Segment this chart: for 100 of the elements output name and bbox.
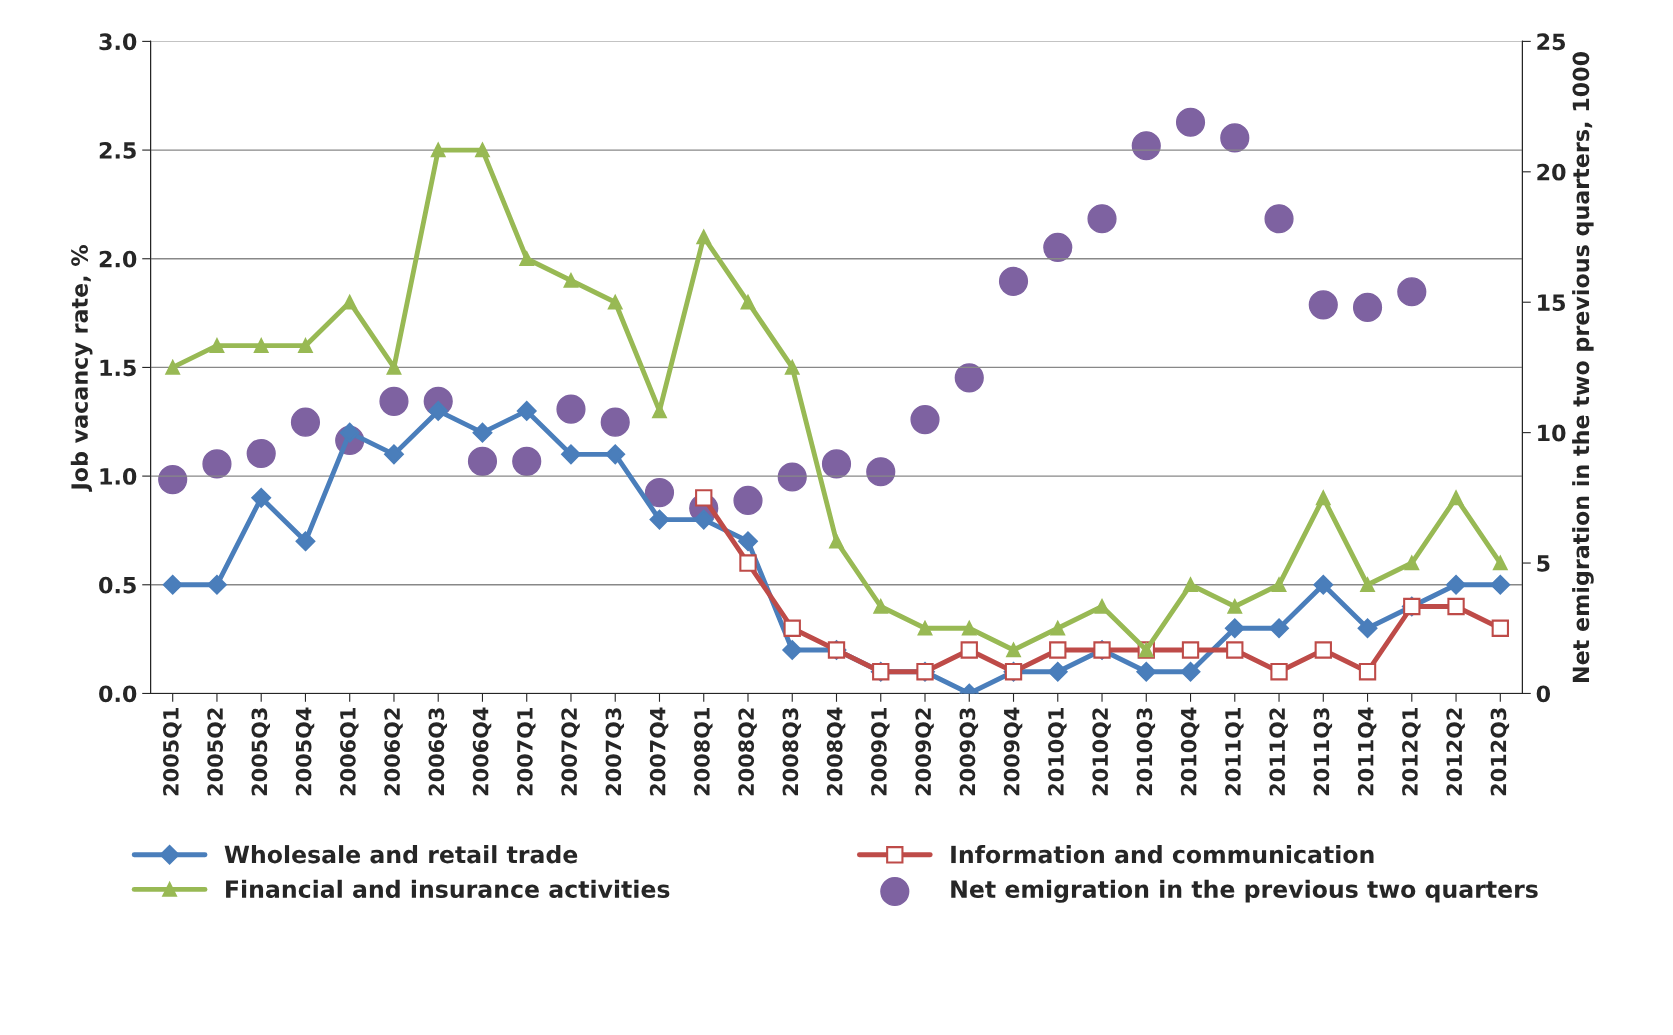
x-tick-label: 2008Q2 bbox=[738, 708, 757, 796]
legend-label: Information and communication bbox=[951, 845, 1374, 864]
point bbox=[1448, 490, 1464, 506]
point bbox=[1047, 661, 1068, 682]
point bbox=[1220, 123, 1250, 153]
point bbox=[1316, 490, 1331, 506]
y2-tick-label: 0 bbox=[1536, 685, 1551, 703]
point bbox=[961, 620, 977, 636]
point bbox=[1270, 663, 1288, 681]
y-axis-title: Job vacancy rate, % bbox=[70, 245, 93, 492]
x-tick-label: 2010Q1 bbox=[1048, 708, 1067, 796]
point bbox=[1050, 620, 1066, 636]
point bbox=[1183, 577, 1198, 593]
point bbox=[295, 531, 316, 552]
point bbox=[298, 338, 313, 353]
x-tick-label: 2007Q2 bbox=[561, 708, 580, 796]
point bbox=[1264, 204, 1294, 234]
y-tick-label: 1.0 bbox=[100, 468, 137, 485]
point bbox=[1358, 663, 1377, 681]
point bbox=[467, 446, 498, 476]
point bbox=[1043, 232, 1073, 263]
y-tick-label: 2.5 bbox=[99, 142, 136, 159]
point bbox=[202, 449, 232, 479]
point bbox=[253, 338, 269, 353]
y-tick-label: 2.0 bbox=[99, 250, 137, 268]
point bbox=[1314, 641, 1332, 659]
point bbox=[209, 338, 225, 353]
x-tick-label: 2007Q1 bbox=[517, 708, 536, 796]
x-tick-label: 2011Q2 bbox=[1269, 708, 1288, 796]
x-tick-label: 2008Q4 bbox=[826, 707, 846, 796]
point bbox=[1357, 618, 1378, 639]
point bbox=[917, 620, 933, 636]
x-tick-label: 2009Q1 bbox=[871, 708, 890, 796]
point bbox=[1226, 641, 1244, 659]
point bbox=[605, 444, 626, 465]
y2-axis-title: Net emigration in the two previous quarters, 1000 bbox=[1572, 51, 1594, 682]
x-tick-label: 2007Q3 bbox=[605, 708, 625, 796]
x-tick-label: 2010Q2 bbox=[1092, 708, 1111, 796]
point bbox=[738, 531, 758, 552]
point bbox=[649, 509, 670, 530]
x-tick-label: 2010Q4 bbox=[1180, 707, 1200, 796]
x-tick-label: 2005Q4 bbox=[295, 707, 315, 796]
y2-tick-label: 5 bbox=[1537, 555, 1550, 572]
x-tick-label: 2008Q3 bbox=[782, 708, 802, 796]
x-tick-label: 2012Q2 bbox=[1446, 708, 1465, 796]
y2-tick-label: 25 bbox=[1537, 33, 1565, 51]
point bbox=[1308, 290, 1338, 320]
point bbox=[1087, 204, 1117, 234]
point bbox=[1094, 599, 1110, 614]
point bbox=[290, 407, 321, 437]
point bbox=[873, 599, 889, 614]
point bbox=[998, 266, 1029, 296]
x-tick-label: 2005Q2 bbox=[207, 708, 226, 796]
point bbox=[1181, 641, 1200, 659]
point bbox=[607, 294, 623, 310]
point bbox=[472, 422, 493, 443]
point bbox=[1224, 618, 1245, 639]
point bbox=[384, 444, 404, 465]
x-tick-label: 2011Q3 bbox=[1313, 708, 1333, 796]
point bbox=[954, 363, 984, 393]
x-tick-label: 2009Q4 bbox=[1003, 707, 1023, 796]
point bbox=[1006, 642, 1021, 658]
point bbox=[960, 641, 978, 659]
point bbox=[516, 401, 537, 421]
x-tick-label: 2011Q4 bbox=[1357, 707, 1377, 796]
x-tick-label: 2009Q2 bbox=[915, 708, 934, 796]
x-tick-label: 2005Q1 bbox=[162, 708, 182, 796]
y2-tick-label: 10 bbox=[1538, 424, 1566, 442]
point bbox=[1404, 555, 1420, 571]
point bbox=[866, 457, 896, 487]
x-tick-label: 2012Q1 bbox=[1402, 708, 1421, 796]
legend-label: Financial and insurance activities bbox=[226, 879, 670, 899]
y-tick-label: 1.5 bbox=[100, 359, 136, 377]
x-tick-label: 2007Q4 bbox=[649, 707, 669, 796]
point bbox=[696, 229, 712, 245]
y-tick-label: 3.0 bbox=[99, 33, 137, 51]
point bbox=[784, 360, 800, 375]
point bbox=[251, 487, 272, 508]
point bbox=[1446, 574, 1466, 595]
point bbox=[1269, 618, 1289, 639]
point bbox=[207, 574, 227, 595]
x-tick-label: 2006Q3 bbox=[428, 708, 448, 796]
point bbox=[1491, 619, 1509, 637]
point bbox=[740, 294, 756, 310]
point bbox=[910, 405, 940, 435]
point bbox=[561, 444, 581, 465]
x-tick-label: 2009Q3 bbox=[959, 708, 979, 796]
x-tick-label: 2006Q2 bbox=[384, 708, 403, 796]
point bbox=[428, 401, 449, 421]
point bbox=[430, 142, 446, 158]
x-tick-label: 2010Q3 bbox=[1136, 708, 1156, 796]
point bbox=[1175, 107, 1206, 137]
y2-tick-label: 20 bbox=[1537, 163, 1566, 181]
point bbox=[1490, 574, 1511, 595]
point bbox=[246, 438, 276, 469]
point bbox=[821, 449, 852, 479]
point bbox=[379, 386, 409, 416]
legend-label: Wholesale and retail trade bbox=[224, 845, 578, 864]
point bbox=[158, 464, 188, 495]
point bbox=[644, 478, 675, 508]
